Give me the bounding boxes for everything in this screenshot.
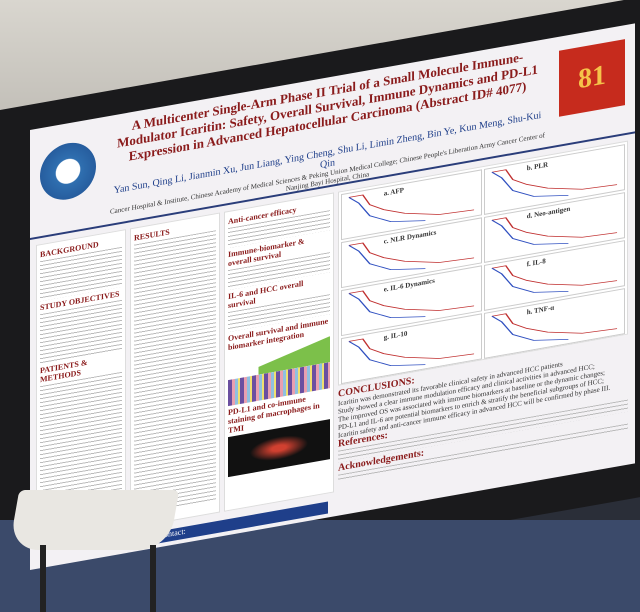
chair — [8, 490, 180, 550]
km-curve — [491, 217, 618, 238]
middle-column: Anti-cancer efficacy Immune-biomarker & … — [224, 192, 334, 512]
km-curve — [348, 290, 475, 311]
km-chart: a. AFP — [341, 169, 482, 241]
km-curve — [348, 293, 426, 318]
chair-leg — [150, 545, 156, 612]
km-curve — [348, 197, 426, 222]
km-chart: d. Neo-antigen — [484, 192, 625, 263]
km-curve — [491, 219, 569, 245]
km-chart: f. IL-8 — [484, 240, 625, 311]
km-curve — [491, 265, 618, 286]
poster: A Multicenter Single-Arm Phase II Trial … — [30, 23, 635, 570]
hospital-logo-icon: 81 — [559, 39, 625, 117]
km-chart: e. IL-6 Dynamics — [341, 265, 482, 337]
km-charts-panel: a. AFP b. PLR c. NLR Dynamics d. Neo-antige… — [338, 140, 628, 386]
km-curve — [491, 169, 618, 190]
km-curve — [348, 194, 475, 215]
km-curve — [491, 313, 618, 334]
results-column: RESULTS — [130, 212, 220, 529]
institution-logo-icon — [40, 138, 96, 205]
km-curve — [348, 338, 475, 359]
km-curve — [348, 245, 426, 270]
chair-leg — [40, 545, 46, 612]
km-curve — [491, 267, 569, 293]
km-chart: h. TNF-α — [484, 288, 625, 359]
km-curve — [348, 341, 426, 366]
km-chart: b. PLR — [484, 144, 625, 215]
km-chart: c. NLR Dynamics — [341, 217, 482, 289]
km-chart: g. IL-10 — [341, 313, 482, 385]
km-curve — [348, 242, 475, 263]
km-curve — [491, 171, 569, 197]
km-curve — [491, 315, 569, 341]
